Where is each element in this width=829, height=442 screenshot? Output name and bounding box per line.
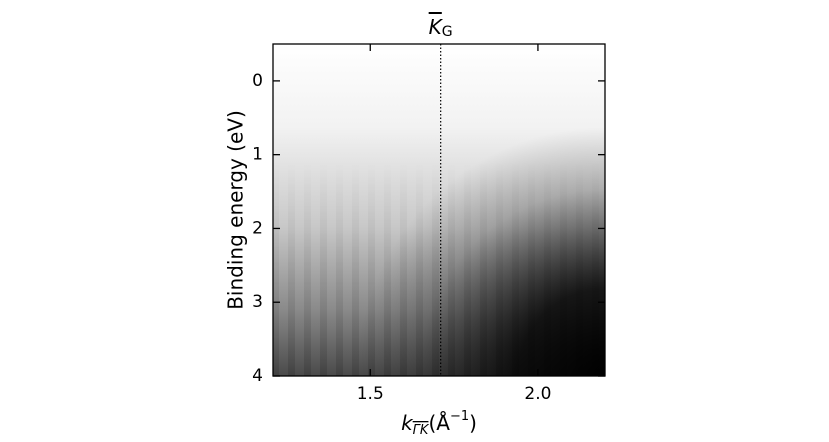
x-label-unit-close: ) xyxy=(469,411,477,435)
marker-subscript: G xyxy=(442,24,453,40)
y-tick-label: 0 xyxy=(252,71,263,91)
x-label-unit: (Å xyxy=(428,411,450,435)
x-label-exponent: −1 xyxy=(450,409,469,424)
intensity-image xyxy=(273,44,605,376)
x-label-subscript: ΓK xyxy=(413,423,430,438)
x-tick-label: 1.5 xyxy=(357,384,384,404)
y-tick-label: 3 xyxy=(252,292,263,312)
y-tick-label: 2 xyxy=(252,218,263,238)
x-label-symbol: k xyxy=(401,411,414,435)
plot-frame xyxy=(272,43,606,377)
y-axis-label: Binding energy (eV) xyxy=(224,110,248,310)
y-tick-label: 1 xyxy=(252,145,263,165)
x-axis-label: kΓK(Å−1) xyxy=(401,409,477,438)
marker-label: KG xyxy=(429,15,453,41)
x-tick-label: 2.0 xyxy=(524,384,551,404)
y-tick-label: 4 xyxy=(252,366,263,386)
marker-symbol: K xyxy=(429,15,444,39)
